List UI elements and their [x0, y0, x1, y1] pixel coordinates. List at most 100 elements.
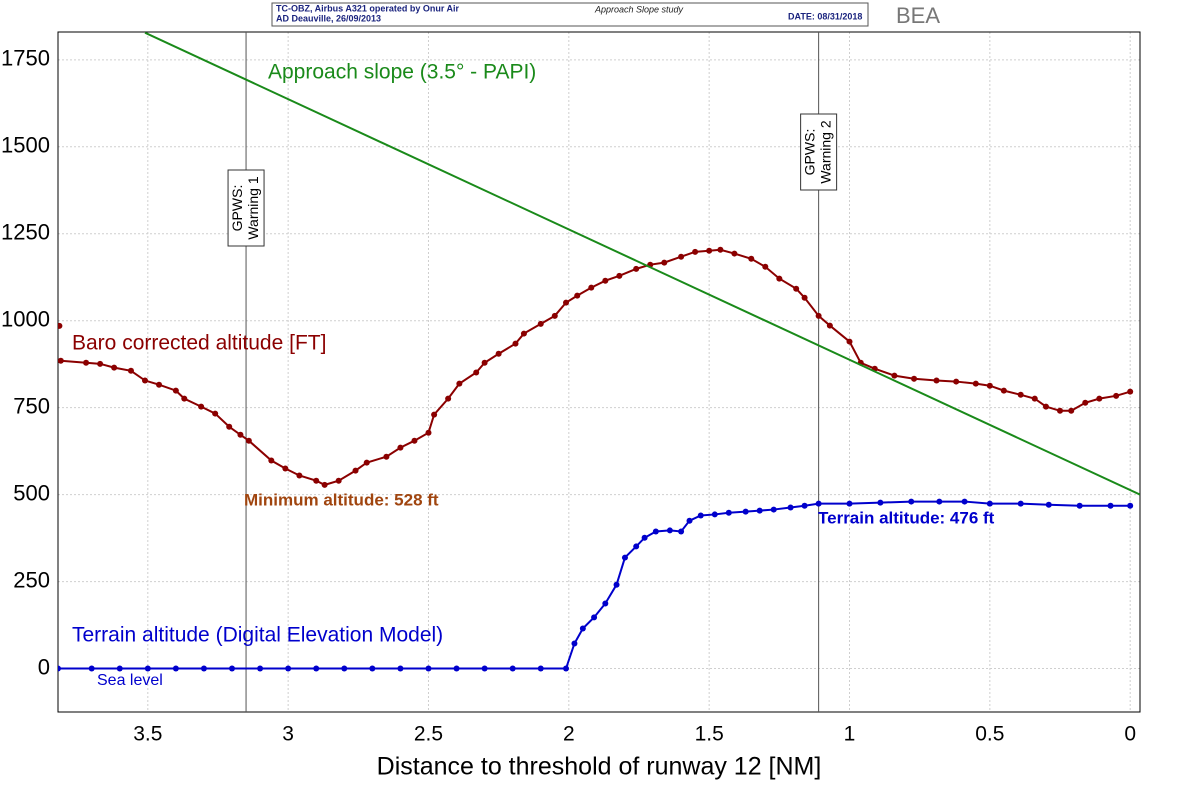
point: [762, 263, 769, 270]
point: [717, 246, 724, 253]
x-tick-label: 0: [1124, 723, 1136, 746]
point: [296, 472, 303, 479]
series-label: Approach slope (3.5° - PAPI): [268, 61, 536, 84]
point: [961, 498, 968, 505]
point: [986, 382, 993, 389]
point: [787, 504, 794, 511]
point: [537, 665, 544, 672]
point: [97, 360, 104, 367]
x-tick-label: 2: [563, 723, 575, 746]
gpws-box: [800, 113, 838, 191]
point: [383, 453, 390, 460]
point: [563, 299, 570, 306]
point: [801, 294, 808, 301]
gpws-box: [227, 169, 265, 247]
point: [1042, 403, 1049, 410]
point: [891, 372, 898, 379]
point: [200, 665, 207, 672]
point: [678, 253, 685, 260]
point: [229, 665, 236, 672]
y-tick-label: 1000: [1, 307, 50, 332]
point: [776, 275, 783, 282]
plot-area: [58, 32, 1140, 712]
point: [282, 465, 289, 472]
annotation: Terrain altitude: 476 ft: [818, 508, 995, 527]
point: [551, 312, 558, 319]
point: [473, 369, 480, 376]
series-label: Baro corrected altitude [FT]: [72, 332, 326, 355]
header-date: DATE: 08/31/2018: [788, 11, 862, 21]
point: [116, 665, 123, 672]
point: [226, 423, 233, 430]
point: [652, 528, 659, 535]
point: [801, 502, 808, 509]
point: [1082, 399, 1089, 406]
point: [986, 500, 993, 507]
point: [602, 277, 609, 284]
point: [725, 509, 732, 516]
point: [621, 554, 628, 561]
point: [678, 528, 685, 535]
point: [481, 665, 488, 672]
y-tick-label: 750: [13, 393, 50, 418]
point: [212, 410, 219, 417]
point: [756, 507, 763, 514]
point: [770, 506, 777, 513]
point: [706, 247, 713, 254]
point: [579, 625, 586, 632]
point: [520, 330, 527, 337]
point: [456, 380, 463, 387]
point: [641, 534, 648, 541]
point: [127, 367, 134, 374]
point: [1068, 407, 1075, 414]
point: [335, 477, 342, 484]
point: [111, 364, 118, 371]
point: [1031, 395, 1038, 402]
point: [352, 467, 359, 474]
point: [445, 395, 452, 402]
point: [425, 429, 432, 436]
point: [972, 380, 979, 387]
point: [537, 320, 544, 327]
header-line1: TC-OBZ, Airbus A321 operated by Onur Air: [276, 3, 460, 13]
point: [237, 431, 244, 438]
point: [313, 477, 320, 484]
point: [877, 499, 884, 506]
y-tick-label: 1750: [1, 46, 50, 71]
point: [1127, 502, 1134, 509]
gpws-label: Warning 2: [817, 120, 833, 184]
x-tick-label: 3.5: [133, 723, 162, 746]
point: [588, 284, 595, 291]
point: [198, 403, 205, 410]
point: [321, 481, 328, 488]
point: [481, 359, 488, 366]
gpws-label: Warning 1: [245, 176, 261, 240]
x-tick-label: 3: [282, 723, 294, 746]
header-box: [271, 2, 869, 27]
x-tick-label: 0.5: [975, 723, 1004, 746]
x-tick-label: 1: [844, 723, 856, 746]
point: [933, 377, 940, 384]
point: [602, 600, 609, 607]
point: [911, 375, 918, 382]
point: [285, 665, 292, 672]
point: [571, 640, 578, 647]
point: [268, 457, 275, 464]
point: [1076, 502, 1083, 509]
point: [1127, 388, 1134, 395]
point: [908, 498, 915, 505]
point: [363, 459, 370, 466]
point: [953, 378, 960, 385]
point: [1107, 502, 1114, 509]
point: [313, 665, 320, 672]
point: [509, 665, 516, 672]
y-tick-label: 250: [13, 567, 50, 592]
point: [257, 665, 264, 672]
point: [936, 498, 943, 505]
point: [397, 665, 404, 672]
point: [686, 517, 693, 524]
point: [1057, 407, 1064, 414]
point: [397, 444, 404, 451]
point: [1017, 500, 1024, 507]
y-tick-label: 500: [13, 480, 50, 505]
